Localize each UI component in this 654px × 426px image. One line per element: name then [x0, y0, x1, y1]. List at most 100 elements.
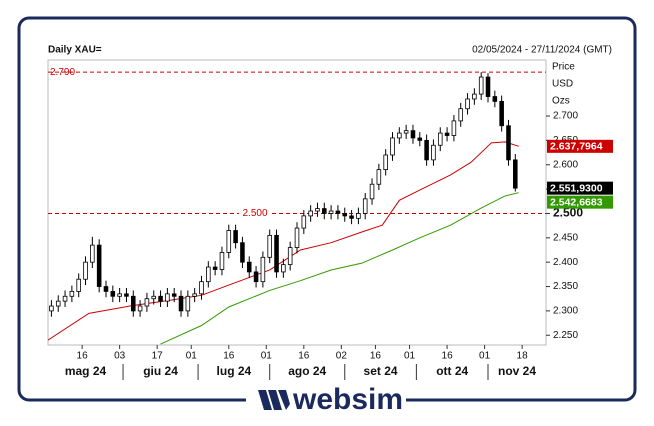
candle-body — [376, 169, 382, 185]
reference-label-bg — [239, 207, 271, 220]
y-tick-label: 2.700 — [553, 111, 578, 122]
candle-body — [212, 266, 218, 270]
reference-label: 2.500 — [242, 208, 267, 219]
y-tick-label: 2.350 — [553, 281, 578, 292]
candle-body — [90, 244, 95, 263]
candle-body — [513, 159, 518, 189]
y-tick-label: 2.500 — [553, 206, 583, 220]
month-label: giu 24 — [143, 364, 178, 378]
y-label: Price — [552, 62, 575, 73]
x-tick-label: 16 — [223, 351, 235, 362]
candle-body — [294, 227, 300, 248]
x-tick-label: 16 — [370, 351, 382, 362]
candle-body — [472, 93, 477, 100]
candle-body — [383, 154, 388, 171]
candle-body — [362, 198, 368, 214]
candle-body — [315, 208, 320, 212]
price-box-label: 2.542,6683 — [550, 196, 603, 208]
candle-body — [233, 230, 238, 244]
month-label: lug 24 — [217, 364, 252, 378]
x-tick-label: 16 — [298, 351, 310, 362]
y-label: USD — [552, 79, 573, 90]
candle-body — [124, 293, 129, 297]
candle-body — [465, 98, 470, 110]
candle-body — [130, 295, 136, 312]
candle-body — [281, 264, 286, 273]
price-box-label: 2.637,7964 — [550, 141, 603, 153]
candle-body — [192, 293, 197, 297]
logo-icon — [258, 390, 290, 410]
price-box — [547, 139, 613, 153]
y-tick-label: 2.250 — [553, 330, 578, 341]
x-tick-label: 01 — [261, 351, 273, 362]
price-box-label: 2.551,9300 — [550, 182, 603, 194]
candle-body — [451, 120, 457, 136]
candle-body — [356, 213, 361, 219]
x-tick-label: 03 — [114, 351, 126, 362]
candle-body — [492, 96, 498, 102]
candle-body — [151, 295, 157, 300]
moving-average — [160, 192, 519, 345]
price-box — [547, 181, 613, 195]
candle-body — [219, 252, 225, 270]
candle-body — [369, 183, 375, 200]
y-tick-label: 2.400 — [553, 257, 578, 268]
candle-body — [431, 144, 436, 161]
date-range: 02/05/2024 - 27/11/2024 (GMT) — [472, 45, 612, 56]
candle-body — [308, 210, 313, 217]
month-label: set 24 — [364, 364, 398, 378]
candle-body — [199, 281, 204, 295]
candle-body — [397, 132, 402, 139]
price-box — [547, 195, 613, 209]
reference-label: 2.790 — [50, 67, 75, 78]
candle-body — [342, 213, 348, 217]
candle-body — [253, 271, 259, 283]
month-label: nov 24 — [498, 364, 536, 378]
frame — [17, 16, 637, 402]
candle-body — [458, 108, 464, 122]
candle-body — [62, 295, 68, 302]
month-label: ott 24 — [436, 364, 468, 378]
candle-body — [424, 139, 429, 161]
candle-body — [322, 208, 327, 214]
candle-body — [83, 261, 88, 280]
candle-body — [103, 286, 109, 292]
candle-body — [165, 293, 170, 302]
candle-body — [417, 137, 423, 141]
plot-area: 2.790 2.500 — [48, 67, 546, 345]
candle-body — [69, 291, 75, 297]
candle-body — [390, 137, 395, 156]
candle-body — [246, 261, 252, 273]
candle-body — [485, 76, 491, 97]
chart-title: Daily XAU= — [48, 45, 102, 56]
candle-body — [328, 210, 334, 214]
x-tick-label: 17 — [152, 351, 164, 362]
candle-body — [301, 215, 307, 229]
candle-body — [226, 230, 232, 253]
candle-body — [144, 298, 150, 307]
candle-body — [240, 242, 245, 263]
y-tick-label: 2.450 — [553, 232, 578, 243]
candle-body — [403, 130, 409, 134]
month-label: mag 24 — [65, 364, 107, 378]
candle-body — [49, 305, 54, 312]
overlay: 2.2502.3002.3502.4002.4502.5002.5502.600… — [65, 111, 613, 380]
candle-body — [206, 266, 211, 283]
candle-body — [110, 291, 116, 297]
x-tick-label: 18 — [517, 351, 529, 362]
x-tick-label: 16 — [77, 351, 89, 362]
candle-body — [437, 132, 443, 146]
x-tick-label: 01 — [479, 351, 491, 362]
candle-body — [444, 132, 450, 136]
candle-body — [506, 125, 511, 161]
y-label: Ozs — [552, 96, 570, 107]
candle-body — [499, 101, 504, 127]
candle-body — [76, 278, 81, 292]
x-tick-label: 01 — [186, 351, 198, 362]
candle-body — [274, 234, 279, 273]
moving-average — [48, 141, 519, 341]
candle-body — [185, 295, 191, 312]
brand: websim — [292, 383, 403, 416]
